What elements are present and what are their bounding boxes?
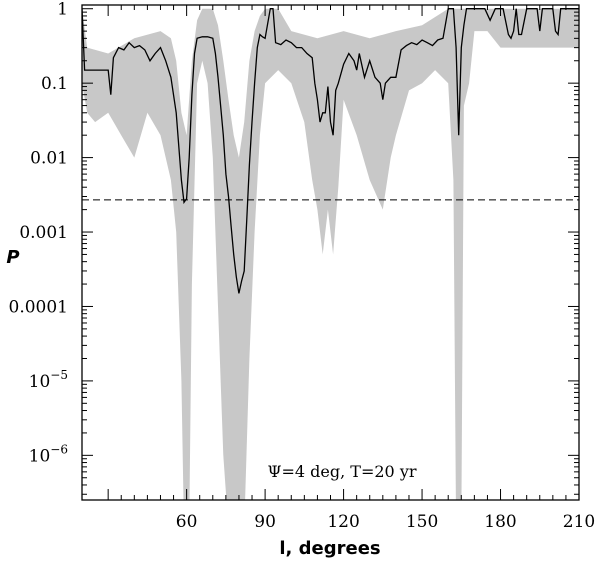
x-tick-label: 90 bbox=[254, 512, 276, 532]
y-tick-label: 10−5 bbox=[29, 368, 68, 392]
plot-area bbox=[82, 8, 579, 500]
x-tick-label: 180 bbox=[484, 512, 516, 532]
y-tick-label: 0.0001 bbox=[9, 297, 68, 317]
x-tick-label: 60 bbox=[176, 512, 198, 532]
x-tick-labels: 60 90 120 150 180 210 bbox=[176, 512, 595, 532]
y-tick-label: 1 bbox=[57, 0, 68, 20]
uncertainty-band bbox=[82, 8, 579, 500]
x-tick-label: 150 bbox=[406, 512, 438, 532]
y-tick-labels: 1 0.1 0.01 0.001 0.0001 10−5 10−6 bbox=[9, 0, 68, 466]
y-tick-label: 0.01 bbox=[30, 149, 68, 169]
plot-annotation: Ψ=4 deg, T=20 yr bbox=[267, 462, 416, 481]
y-tick-exponent: −5 bbox=[50, 368, 68, 382]
x-axis-label: l, degrees bbox=[279, 538, 380, 559]
x-tick-label: 210 bbox=[563, 512, 595, 532]
plot-frame bbox=[81, 4, 580, 501]
y-tick-label: 10−6 bbox=[29, 442, 68, 466]
y-tick-label: 0.001 bbox=[19, 223, 68, 243]
x-tick-label: 120 bbox=[327, 512, 359, 532]
y-axis-label: P bbox=[6, 247, 19, 268]
y-tick-label: 0.1 bbox=[41, 74, 68, 94]
y-tick-exponent: −6 bbox=[50, 442, 68, 456]
